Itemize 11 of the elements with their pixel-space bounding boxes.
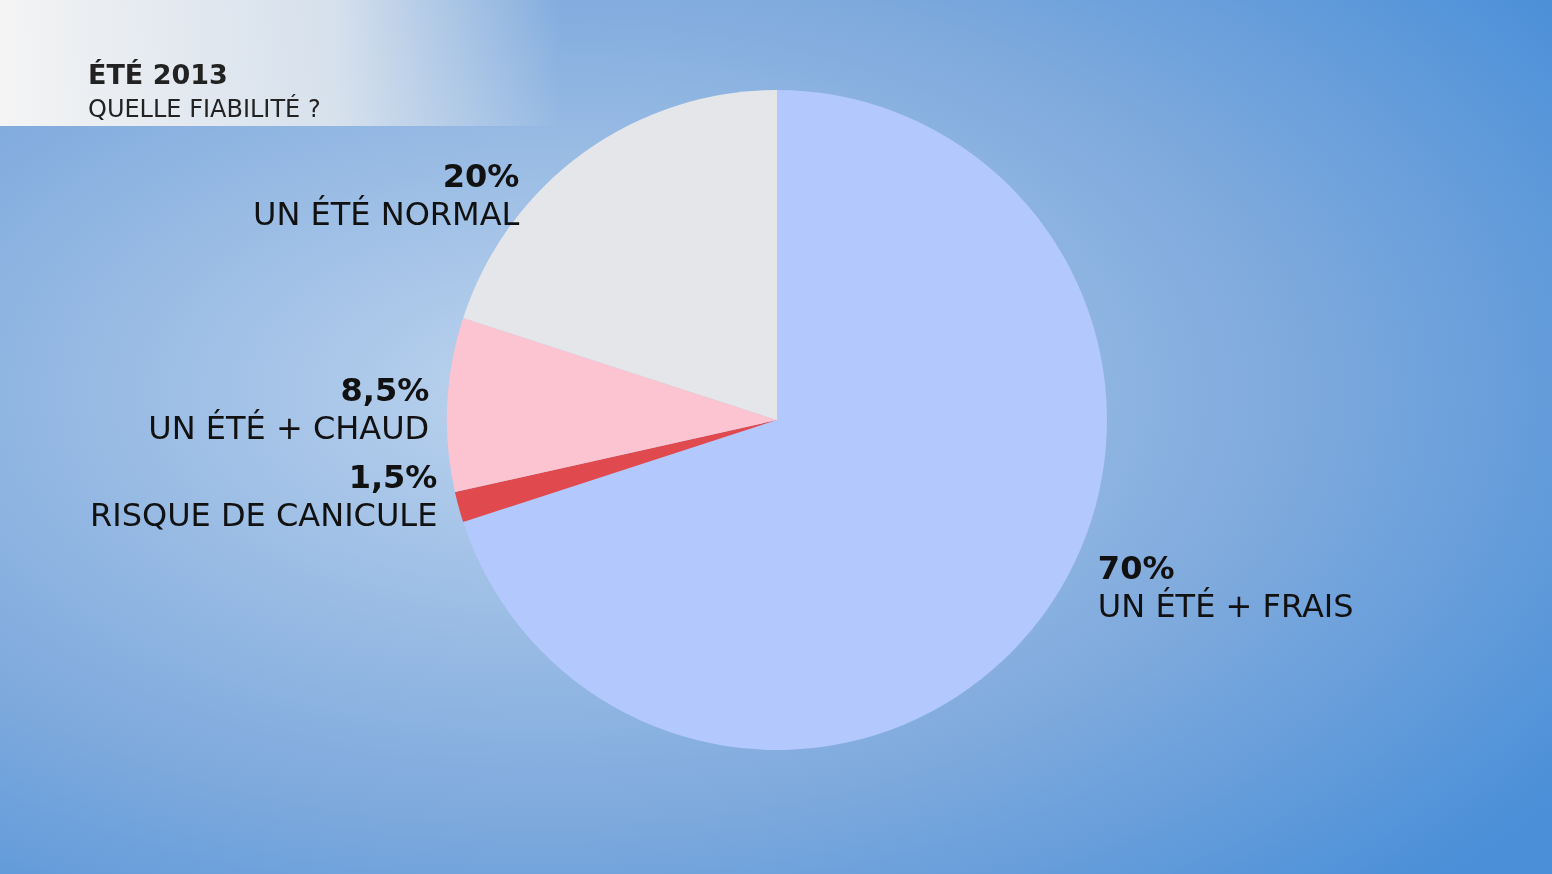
data-label: 1,5% <box>348 458 438 497</box>
slice-label: UN ÉTÉ NORMAL <box>253 195 520 234</box>
slice-label: RISQUE DE CANICULE <box>89 496 438 535</box>
data-label: 8,5% <box>340 370 430 409</box>
slice-label: UN ÉTÉ + CHAUD <box>148 408 430 447</box>
data-label: 20% <box>442 157 520 196</box>
data-label: 70% <box>1097 548 1175 587</box>
chart-title: ÉTÉ 2013 <box>88 59 228 90</box>
pie-slice <box>447 318 777 492</box>
slice-label: UN ÉTÉ + FRAIS <box>1097 586 1354 625</box>
chart-subtitle: QUELLE FIABILITÉ ? <box>88 94 321 123</box>
